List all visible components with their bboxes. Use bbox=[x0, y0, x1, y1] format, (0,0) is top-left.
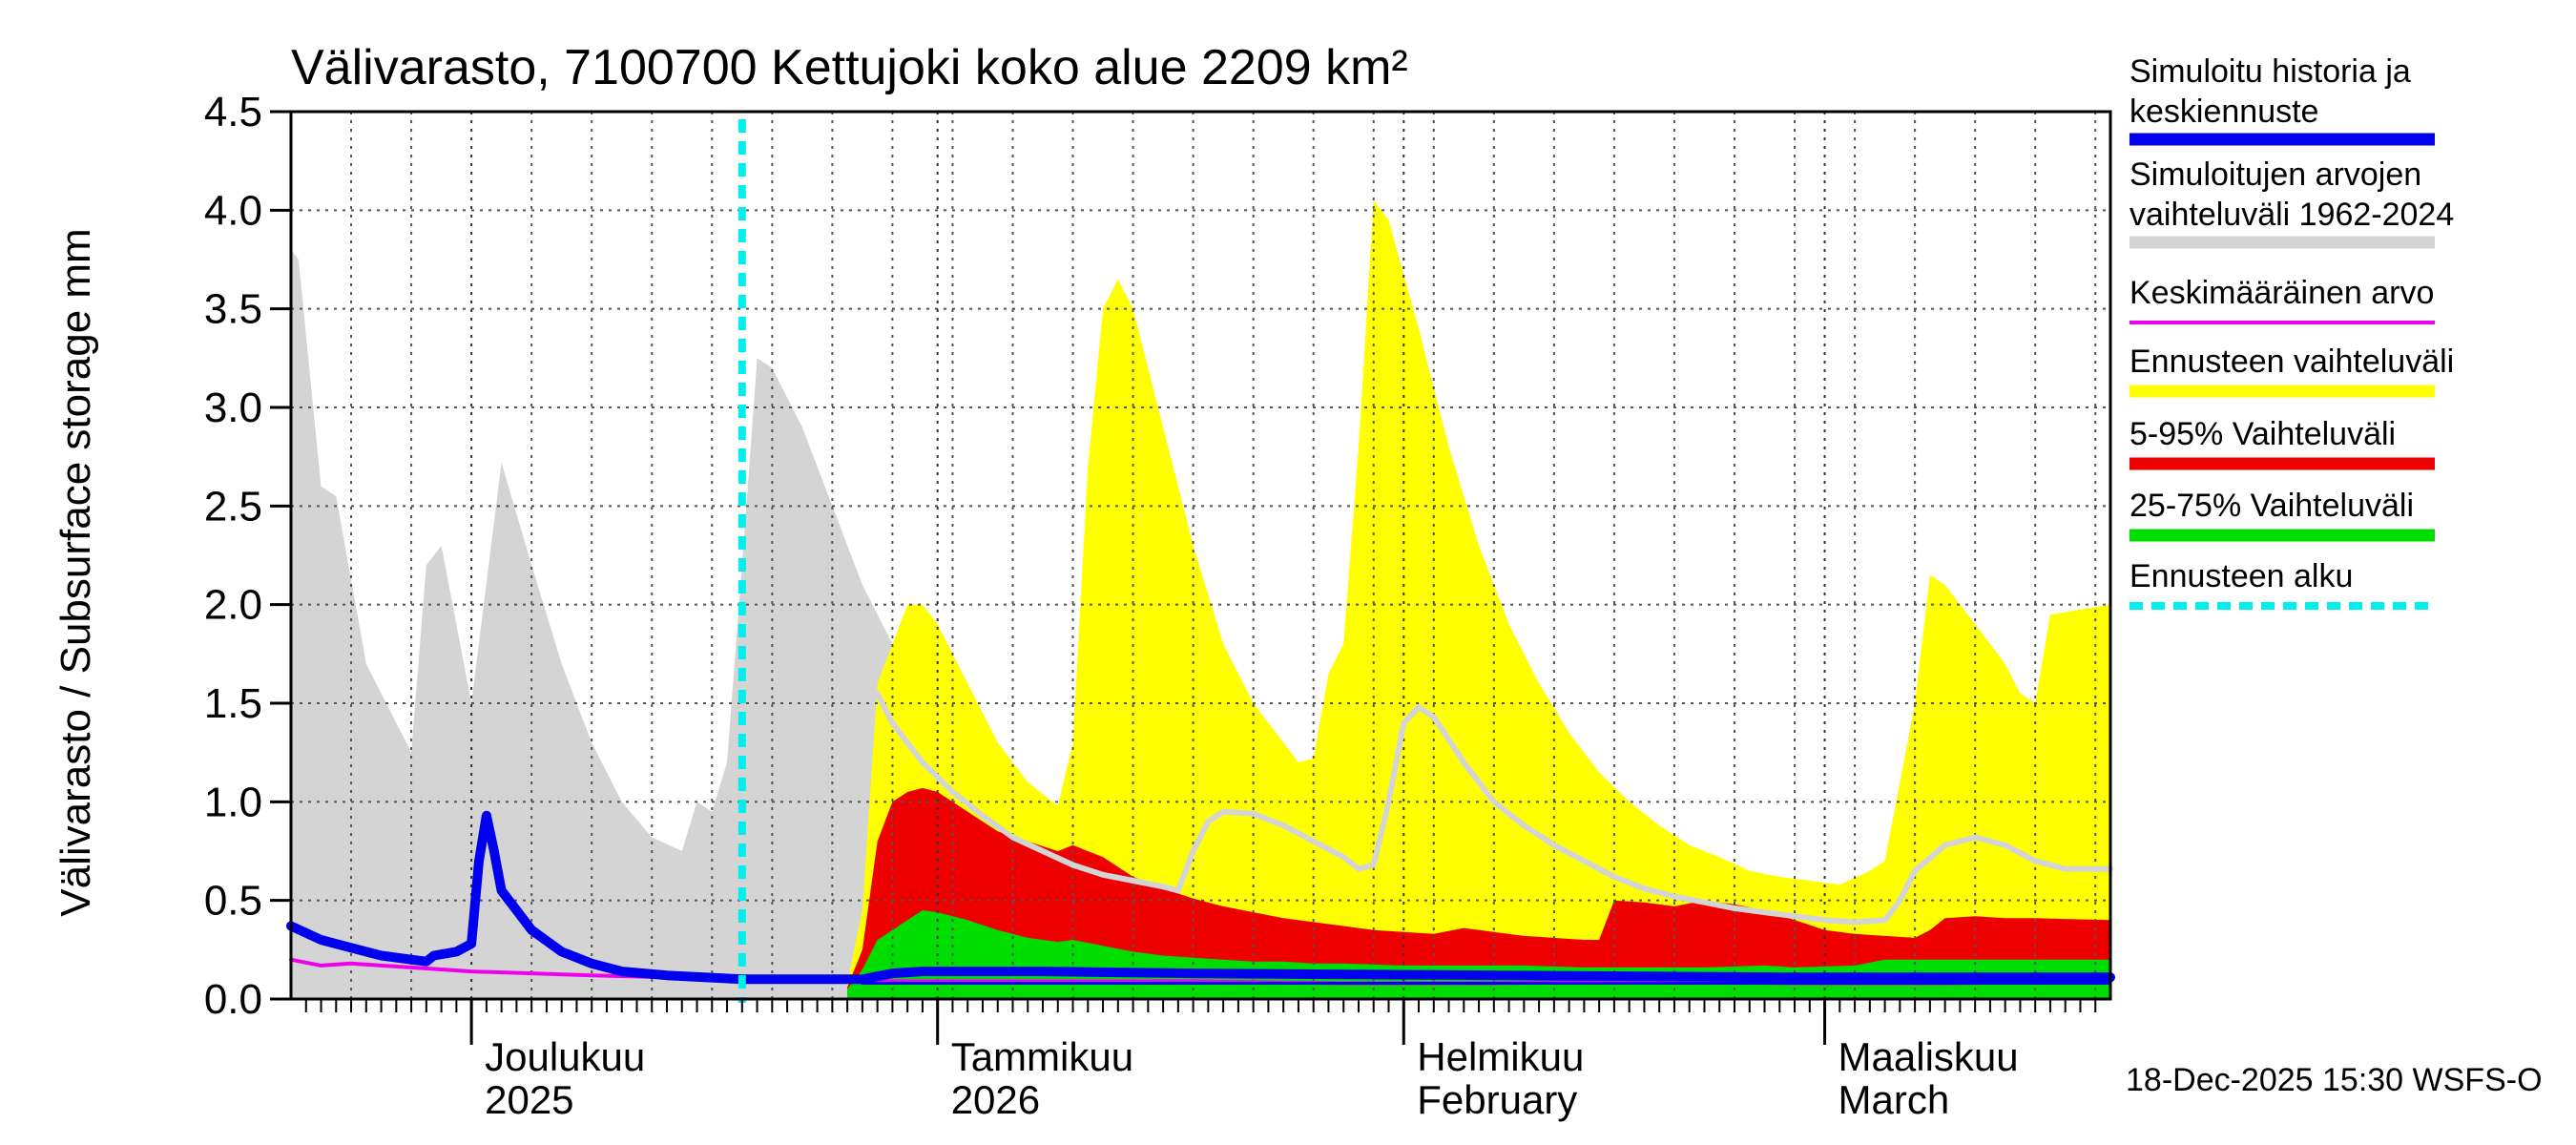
series-line-2 bbox=[286, 810, 2115, 985]
x-year-label: February bbox=[1417, 1077, 1577, 1122]
legend: Simuloitu historia ja keskiennuste Simuloi… bbox=[2129, 53, 2454, 610]
y-tick-label: 4.0 bbox=[204, 187, 262, 234]
y-axis-label: Välivarasto / Subsurface storage mm bbox=[52, 228, 99, 916]
y-tick-label: 2.5 bbox=[204, 483, 262, 530]
y-tick-label: 4.5 bbox=[204, 89, 262, 135]
y-tick-label: 0.0 bbox=[204, 976, 262, 1023]
legend-label: Simuloitujen arvojen bbox=[2129, 156, 2421, 193]
y-tick-label: 1.5 bbox=[204, 680, 262, 727]
x-year-label: 2025 bbox=[485, 1077, 573, 1122]
x-month-label: Tammikuu bbox=[951, 1034, 1133, 1079]
x-month-label: Maaliskuu bbox=[1839, 1034, 2019, 1079]
y-tick-label: 1.0 bbox=[204, 779, 262, 825]
x-month-label: Joulukuu bbox=[485, 1034, 645, 1079]
legend-label: Keskimääräinen arvo bbox=[2129, 275, 2434, 311]
legend-label: Simuloitu historia ja bbox=[2129, 53, 2411, 90]
x-year-label: 2026 bbox=[951, 1077, 1040, 1122]
footer-timestamp: 18-Dec-2025 15:30 WSFS-O bbox=[2126, 1062, 2543, 1098]
y-tick-label: 3.0 bbox=[204, 385, 262, 431]
chart-bands bbox=[291, 200, 2110, 999]
x-year-label: March bbox=[1839, 1077, 1950, 1122]
chart-grid bbox=[291, 112, 2110, 999]
chart-lines bbox=[286, 119, 2115, 1003]
x-month-label: Helmikuu bbox=[1417, 1034, 1584, 1079]
legend-label: vaihteluväli 1962-2024 bbox=[2129, 197, 2454, 233]
legend-label: 5-95% Vaihteluväli bbox=[2129, 416, 2396, 452]
plot-frame bbox=[289, 110, 2112, 1001]
legend-label: 25-75% Vaihteluväli bbox=[2129, 488, 2414, 524]
band-1 bbox=[847, 200, 2110, 999]
chart-title: Välivarasto, 7100700 Kettujoki koko alue… bbox=[291, 40, 1408, 95]
chart-axes: 0.00.51.01.52.02.53.03.54.04.5Joulukuu20… bbox=[204, 89, 2097, 1122]
y-tick-label: 2.0 bbox=[204, 582, 262, 629]
series-line-1 bbox=[874, 690, 2113, 926]
y-tick-label: 0.5 bbox=[204, 878, 262, 925]
chart-frame bbox=[289, 110, 2112, 1001]
legend-label: Ennusteen vaihteluväli bbox=[2129, 344, 2454, 380]
y-tick-label: 3.5 bbox=[204, 286, 262, 333]
legend-label: keskiennuste bbox=[2129, 94, 2318, 130]
legend-label: Ennusteen alku bbox=[2129, 558, 2353, 594]
